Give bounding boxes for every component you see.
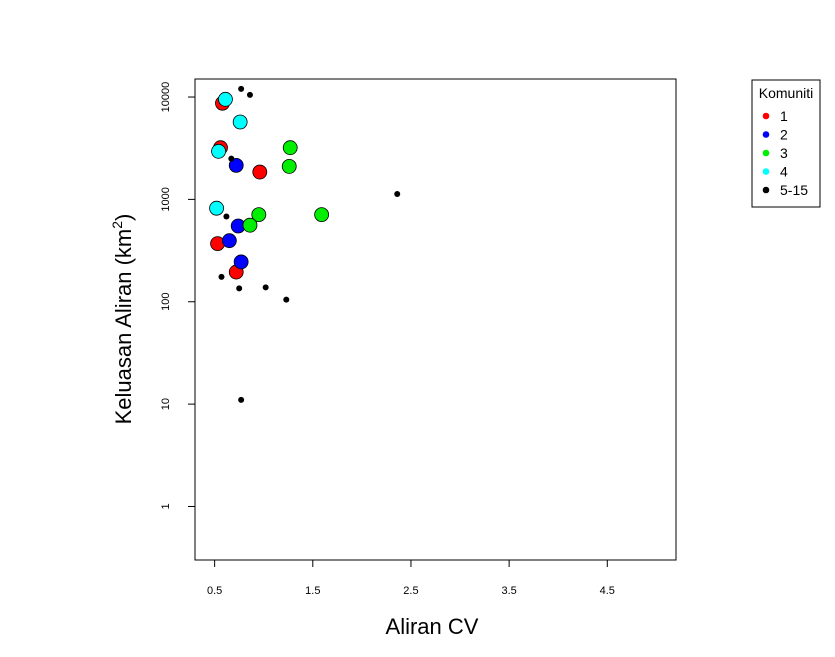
- data-point-series-5-15: [283, 296, 290, 303]
- x-tick-label: 3.5: [501, 585, 516, 597]
- y-axis: 1 10 100 1000 10000: [160, 82, 196, 510]
- y-axis-title: Keluasan Aliran (km2): [109, 214, 136, 425]
- data-point-series-5-15: [228, 155, 235, 162]
- legend-label: 5-15: [780, 182, 808, 198]
- x-tick-label: 2.5: [403, 585, 418, 597]
- data-point-series-5-15: [262, 284, 269, 291]
- data-point-series-3: [314, 207, 330, 223]
- y-tick-label: 100: [160, 293, 172, 311]
- data-points: [209, 85, 401, 403]
- legend-marker: [762, 186, 770, 194]
- data-point-series-5-15: [236, 285, 243, 292]
- legend-label: 3: [780, 145, 788, 161]
- x-axis-title: Aliran CV: [386, 614, 479, 639]
- legend: Komuniti 1 2 3 4 5-15: [751, 79, 821, 208]
- legend-marker: [762, 149, 770, 157]
- data-point-series-1: [252, 164, 268, 180]
- legend-box: [751, 79, 821, 208]
- data-point-series-4: [232, 114, 248, 130]
- legend-label: 4: [780, 164, 788, 180]
- data-point-series-2: [233, 254, 249, 270]
- data-point-series-4: [218, 91, 233, 107]
- y-tick-label: 1000: [160, 187, 172, 211]
- data-point-series-5-15: [223, 213, 230, 220]
- legend-title: Komuniti: [759, 85, 813, 101]
- y-tick-label: 10000: [160, 82, 172, 113]
- y-axis-title-main: Keluasan Aliran (km: [111, 229, 136, 425]
- plot-frame: [194, 78, 677, 561]
- data-point-series-5-15: [394, 190, 401, 197]
- data-point-series-5-15: [246, 91, 253, 98]
- legend-marker: [762, 112, 770, 120]
- x-tick-label: 1.5: [305, 585, 320, 597]
- y-tick-label: 1: [160, 503, 172, 509]
- legend-marker: [762, 168, 770, 175]
- data-point-series-5-15: [218, 273, 225, 280]
- data-point-series-3: [282, 140, 298, 156]
- x-tick-label: 4.5: [600, 585, 615, 597]
- legend-marker: [762, 131, 770, 138]
- data-point-series-4: [211, 143, 226, 159]
- x-axis: 0.5 1.5 2.5 3.5 4.5: [207, 559, 615, 597]
- data-point-series-2: [221, 233, 237, 249]
- data-point-series-3: [251, 207, 267, 223]
- data-point-series-4: [209, 200, 224, 216]
- y-tick-label: 10: [160, 398, 172, 410]
- legend-label: 2: [780, 127, 788, 143]
- data-point-series-5-15: [238, 396, 245, 403]
- legend-entries: 1 2 3 4 5-15: [762, 108, 808, 198]
- data-point-series-5-15: [238, 85, 245, 92]
- data-point-series-2: [228, 157, 244, 173]
- y-axis-title-close: ): [111, 214, 136, 221]
- data-point-series-3: [281, 159, 297, 174]
- x-tick-label: 0.5: [207, 585, 222, 597]
- y-axis-title-sup: 2: [109, 221, 125, 229]
- data-point-series-3: [242, 217, 258, 233]
- legend-label: 1: [780, 108, 788, 124]
